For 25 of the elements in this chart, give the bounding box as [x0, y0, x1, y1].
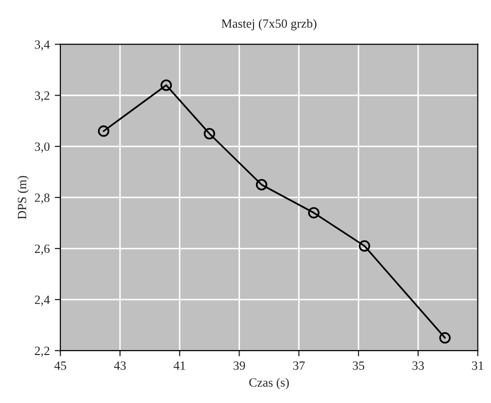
- y-tick-label: 3,0: [34, 142, 50, 153]
- x-axis-title: Czas (s): [249, 378, 289, 390]
- point: [256, 179, 268, 190]
- x-tick-label: 39: [234, 361, 245, 370]
- y-tick-label: 2,2: [34, 346, 50, 357]
- x-tick-label: 45: [54, 361, 66, 370]
- y-tick-label: 2,4: [34, 296, 50, 306]
- y-tick-label: 3,2: [34, 91, 50, 102]
- x-tick-label: 35: [352, 361, 364, 370]
- x-tick-label: 37: [293, 361, 305, 370]
- x-tick-label: 41: [174, 361, 186, 370]
- point: [308, 207, 320, 218]
- x-tick-label: 31: [472, 361, 484, 370]
- point: [204, 128, 216, 140]
- y-tick-label: 2,6: [34, 244, 50, 255]
- point: [439, 332, 451, 344]
- point: [160, 79, 172, 91]
- chart-title: Mastej (7x50 grzb): [222, 18, 316, 30]
- point: [98, 125, 110, 137]
- point: [358, 240, 370, 252]
- y-axis-title: DPS (m): [17, 176, 29, 220]
- x-tick-label: 33: [412, 361, 424, 370]
- y-tick-label: 3,4: [34, 40, 50, 51]
- y-tick-label: 2,8: [34, 193, 50, 204]
- x-tick-label: 43: [114, 361, 126, 370]
